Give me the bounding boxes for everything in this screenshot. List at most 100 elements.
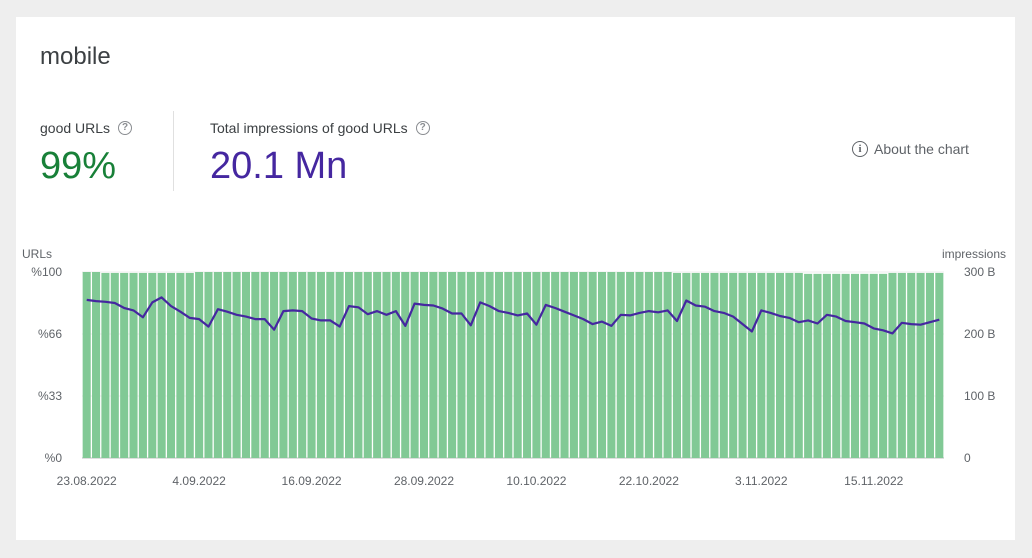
bar bbox=[551, 272, 560, 458]
combo-chart: %0 %33 %66 %100 0 100 B 200 B 300 B URLs impressi… bbox=[22, 247, 1006, 488]
bar bbox=[710, 272, 719, 458]
bar bbox=[588, 272, 597, 458]
bar bbox=[457, 272, 466, 458]
bar bbox=[176, 272, 185, 458]
bar bbox=[691, 272, 700, 458]
bar bbox=[560, 272, 569, 458]
y-tick-left: %33 bbox=[38, 389, 62, 403]
bar bbox=[672, 272, 682, 458]
y-tick-left: %66 bbox=[38, 327, 62, 341]
bar bbox=[607, 272, 616, 458]
impressions-line bbox=[86, 296, 940, 335]
impressions-label-text: Total impressions of good URLs bbox=[210, 120, 408, 136]
bar bbox=[476, 272, 485, 458]
right-axis-title: impressions bbox=[942, 247, 1006, 261]
bar bbox=[232, 272, 241, 458]
bar bbox=[860, 273, 869, 458]
bar bbox=[448, 272, 457, 458]
bar bbox=[373, 272, 382, 458]
card-title: mobile bbox=[40, 43, 111, 70]
impressions-label: Total impressions of good URLs ? bbox=[210, 120, 430, 136]
bar bbox=[120, 272, 129, 458]
y-tick-right: 100 B bbox=[964, 389, 995, 403]
bar bbox=[635, 272, 644, 458]
bar bbox=[419, 272, 429, 458]
bar bbox=[626, 272, 635, 458]
y-tick-left: %100 bbox=[31, 265, 62, 279]
bar bbox=[869, 273, 878, 458]
bar bbox=[822, 273, 831, 458]
bar bbox=[185, 272, 194, 458]
bar bbox=[813, 273, 822, 458]
bar bbox=[251, 272, 260, 458]
bar bbox=[616, 272, 625, 458]
bar bbox=[897, 272, 906, 458]
bar bbox=[541, 272, 550, 458]
y-tick-left: %0 bbox=[45, 451, 63, 465]
bar bbox=[298, 272, 307, 458]
bar bbox=[270, 272, 279, 458]
bar bbox=[766, 272, 775, 458]
bar bbox=[138, 272, 147, 458]
help-icon[interactable]: ? bbox=[118, 121, 133, 135]
bar bbox=[513, 272, 522, 458]
bar bbox=[804, 273, 813, 458]
bar bbox=[504, 272, 513, 458]
bar bbox=[579, 272, 588, 458]
x-tick-label: 15.11.2022 bbox=[844, 474, 903, 488]
bar bbox=[832, 273, 841, 458]
bar bbox=[101, 272, 110, 458]
bar bbox=[738, 272, 747, 458]
bar bbox=[316, 272, 325, 458]
chart-card: mobile good URLs ? 99% Total impressions… bbox=[16, 17, 1015, 540]
help-icon[interactable]: ? bbox=[415, 121, 430, 135]
bar bbox=[401, 272, 410, 458]
x-tick-label: 28.09.2022 bbox=[394, 474, 454, 488]
bar bbox=[485, 272, 494, 458]
bar bbox=[841, 273, 850, 458]
bar bbox=[532, 272, 541, 458]
bar bbox=[438, 272, 447, 458]
bar bbox=[195, 272, 204, 458]
bar bbox=[335, 272, 344, 458]
bar bbox=[794, 272, 803, 458]
bar bbox=[729, 272, 738, 458]
bar bbox=[326, 272, 335, 458]
bar bbox=[166, 272, 176, 458]
bar bbox=[785, 272, 794, 458]
bar bbox=[129, 272, 138, 458]
bar bbox=[382, 272, 391, 458]
bar bbox=[494, 272, 503, 458]
bar bbox=[204, 272, 213, 458]
bar bbox=[644, 272, 653, 458]
bar bbox=[110, 272, 119, 458]
bar bbox=[241, 272, 251, 458]
about-chart-label: About the chart bbox=[874, 141, 969, 157]
bar bbox=[569, 272, 578, 458]
y-tick-right: 300 B bbox=[964, 265, 995, 279]
bar bbox=[701, 272, 710, 458]
x-tick-label: 23.08.2022 bbox=[57, 474, 117, 488]
x-tick-label: 10.10.2022 bbox=[506, 474, 566, 488]
bar bbox=[363, 272, 372, 458]
bar bbox=[307, 272, 316, 458]
bar bbox=[888, 272, 897, 458]
about-chart-button[interactable]: i About the chart bbox=[852, 141, 969, 157]
x-tick-label: 4.09.2022 bbox=[172, 474, 226, 488]
bar bbox=[260, 272, 269, 458]
metric-divider bbox=[173, 111, 174, 191]
x-tick-label: 22.10.2022 bbox=[619, 474, 679, 488]
bar bbox=[757, 272, 766, 458]
left-axis-title: URLs bbox=[22, 247, 52, 261]
bar bbox=[223, 272, 232, 458]
good-urls-value: 99% bbox=[40, 145, 117, 187]
bar bbox=[916, 272, 925, 458]
bar bbox=[92, 272, 101, 458]
info-icon: i bbox=[852, 141, 868, 157]
bar bbox=[719, 272, 728, 458]
bar bbox=[850, 273, 860, 458]
bar bbox=[523, 272, 532, 458]
bar bbox=[925, 272, 934, 458]
bar bbox=[279, 272, 288, 458]
x-tick-label: 16.09.2022 bbox=[282, 474, 342, 488]
